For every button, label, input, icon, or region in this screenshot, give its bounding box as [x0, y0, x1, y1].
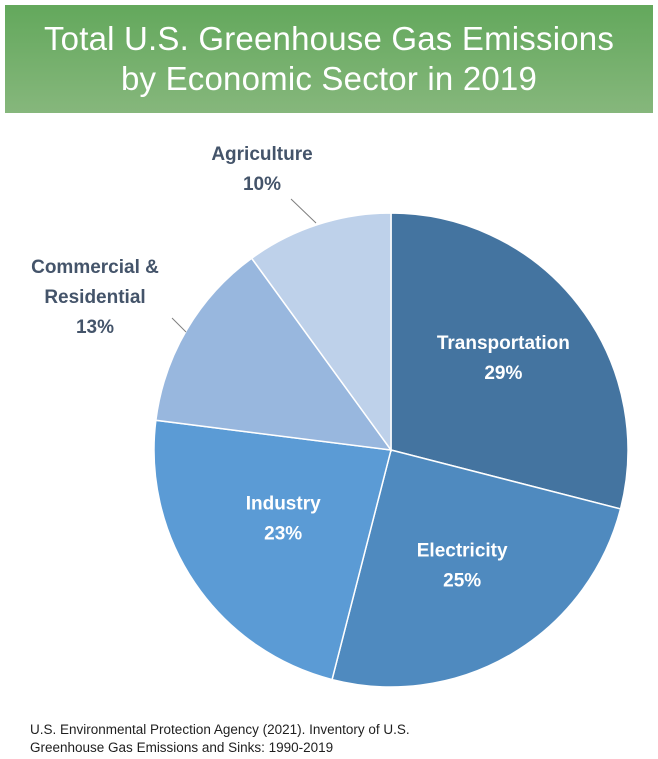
chart-title-line-2: by Economic Sector in 2019 — [120, 60, 538, 97]
slice-label-industry: Industry 23% — [246, 493, 321, 544]
title-banner: Total U.S. Greenhouse Gas Emissions by E… — [5, 5, 653, 113]
pie-slice-industry — [153, 419, 392, 681]
slice-label-electricity: Electricity 25% — [417, 540, 508, 591]
leader-line-agriculture — [290, 198, 317, 224]
slice-label-commercial-residential: Commercial & Residential 13% — [31, 257, 159, 338]
slice-label-agriculture: Agriculture 10% — [211, 144, 312, 195]
pie-slice-transportation — [390, 212, 629, 510]
pie-chart: Transportation 29% Electricity 25% Industry 2… — [31, 144, 629, 688]
chart-title-line-1: Total U.S. Greenhouse Gas Emissions — [43, 20, 615, 57]
pie-slice-agriculture — [250, 212, 392, 453]
source-citation: U.S. Environmental Protection Agency (20… — [30, 721, 410, 757]
slice-label-transportation: Transportation 29% — [437, 333, 570, 384]
source-line-1: U.S. Environmental Protection Agency (20… — [30, 722, 410, 737]
source-line-2: Greenhouse Gas Emissions and Sinks: 1990… — [30, 740, 334, 755]
pie-slice-commercial-residential — [155, 257, 393, 451]
pie-slice-electricity — [331, 449, 622, 688]
leader-line-commercial-residential — [171, 317, 187, 333]
